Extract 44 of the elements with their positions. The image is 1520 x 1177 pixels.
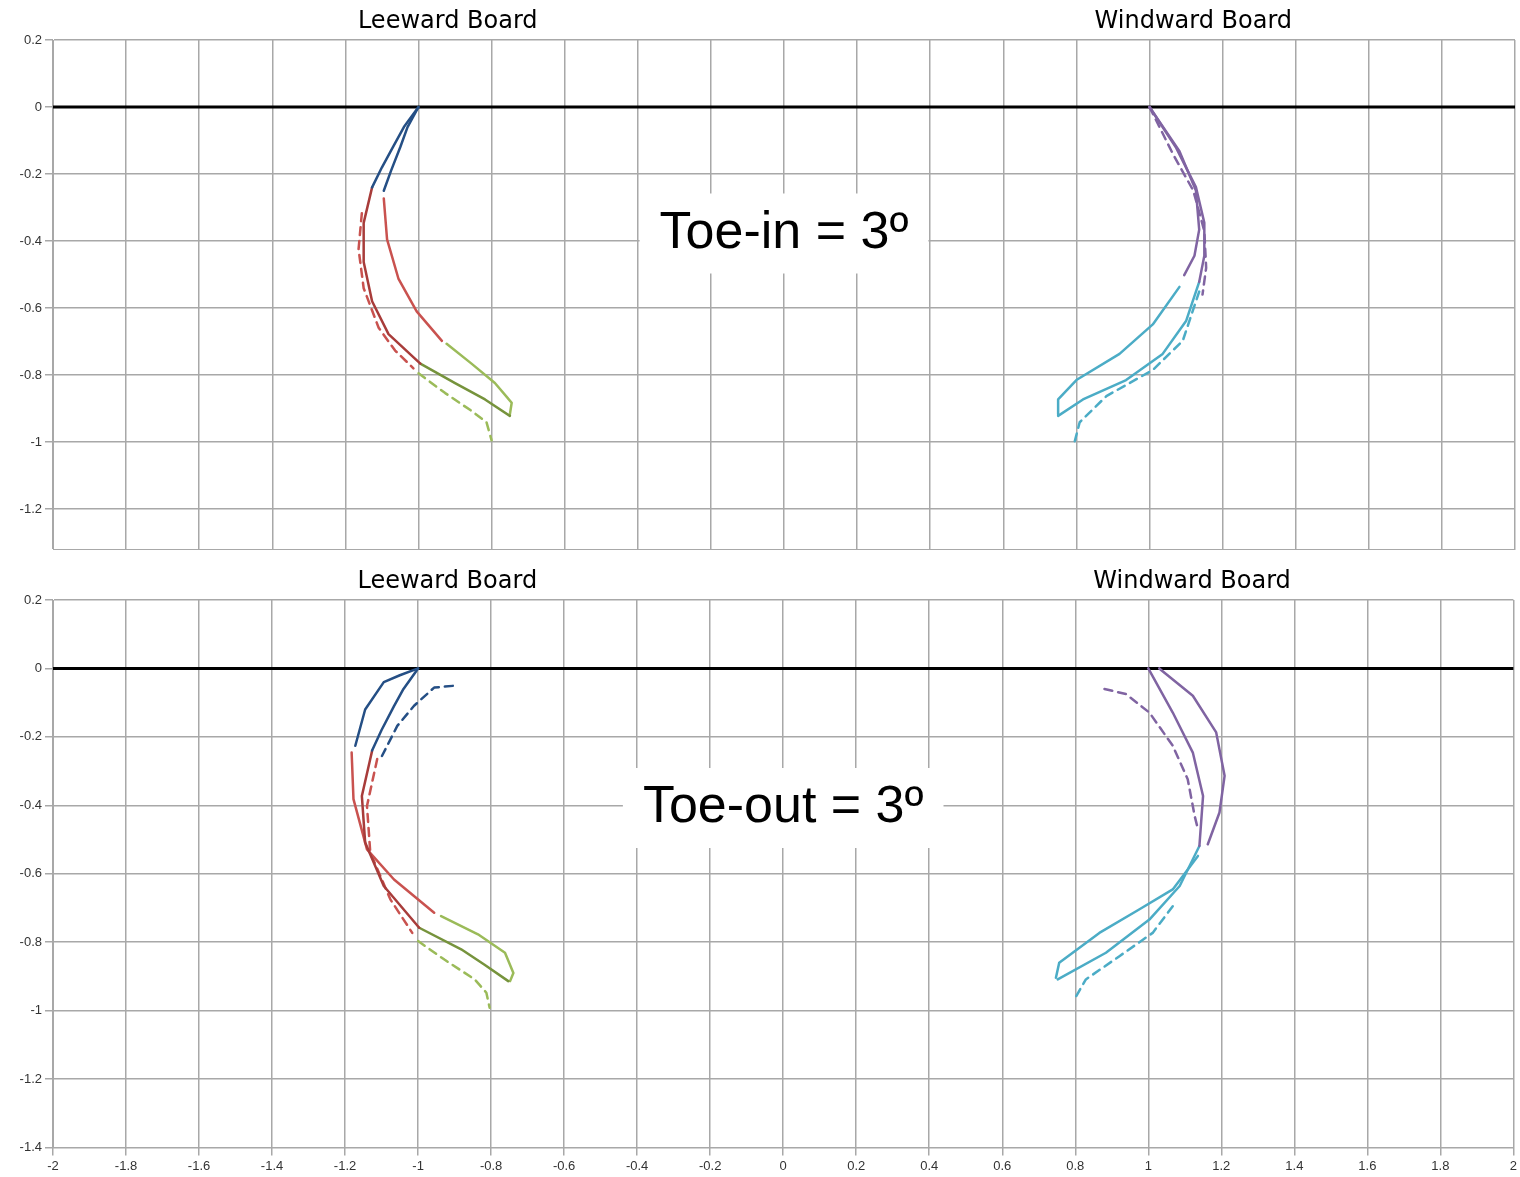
x-tick-label: -0.8 <box>479 1157 503 1173</box>
x-tick-label: -1.4 <box>260 1157 284 1173</box>
y-tick-label: -1 <box>30 1002 42 1018</box>
annotation: Toe-out = 3º <box>642 775 924 834</box>
x-tick-label: -1.2 <box>333 1157 357 1173</box>
x-tick-label: 0.4 <box>920 1157 939 1173</box>
y-tick-label: 0.2 <box>23 31 42 47</box>
x-tick-label: 1.8 <box>1431 1157 1450 1173</box>
x-tick-label: 0.6 <box>993 1157 1012 1173</box>
x-tick-label: -2 <box>47 1157 59 1173</box>
y-tick-label: -0.2 <box>19 728 42 744</box>
x-tick-label: -0.6 <box>552 1157 576 1173</box>
x-tick-label: -0.4 <box>625 1157 649 1173</box>
y-tick-label: -0.6 <box>19 299 42 315</box>
y-tick-label: -0.8 <box>19 366 42 382</box>
y-tick-label: -1.2 <box>19 500 42 516</box>
x-tick-label: 1.6 <box>1358 1157 1377 1173</box>
x-tick-label: -1.6 <box>187 1157 211 1173</box>
y-tick-label: 0.2 <box>23 591 42 607</box>
annotation: Toe-in = 3º <box>659 200 909 259</box>
x-tick-label: -1.8 <box>114 1157 138 1173</box>
y-tick-label: -1 <box>30 433 42 449</box>
y-tick-label: -0.2 <box>19 165 42 181</box>
y-tick-label: -0.8 <box>19 933 42 949</box>
x-tick-label: 1 <box>1144 1157 1152 1173</box>
y-tick-label: -1.4 <box>19 1138 42 1154</box>
y-tick-label: -0.4 <box>19 796 42 812</box>
x-tick-label: -0.2 <box>698 1157 722 1173</box>
text: Windward Board <box>1093 566 1291 595</box>
x-tick-label: -1 <box>412 1157 424 1173</box>
y-tick-label: -0.6 <box>19 865 42 881</box>
x-tick-label: 1.4 <box>1285 1157 1304 1173</box>
text: Leeward Board <box>357 566 538 595</box>
x-tick-label: 1.2 <box>1212 1157 1231 1173</box>
x-tick-label: 0.8 <box>1066 1157 1085 1173</box>
text: Windward Board <box>1094 6 1293 35</box>
y-tick-label: 0 <box>34 98 42 114</box>
y-tick-label: -1.2 <box>19 1070 42 1086</box>
text: Leeward Board <box>357 6 538 35</box>
y-tick-label: -0.4 <box>19 232 42 248</box>
x-tick-label: 0 <box>779 1157 787 1173</box>
x-tick-label: 0.2 <box>847 1157 866 1173</box>
y-tick-label: 0 <box>34 660 42 675</box>
x-tick-label: 2 <box>1509 1157 1517 1173</box>
